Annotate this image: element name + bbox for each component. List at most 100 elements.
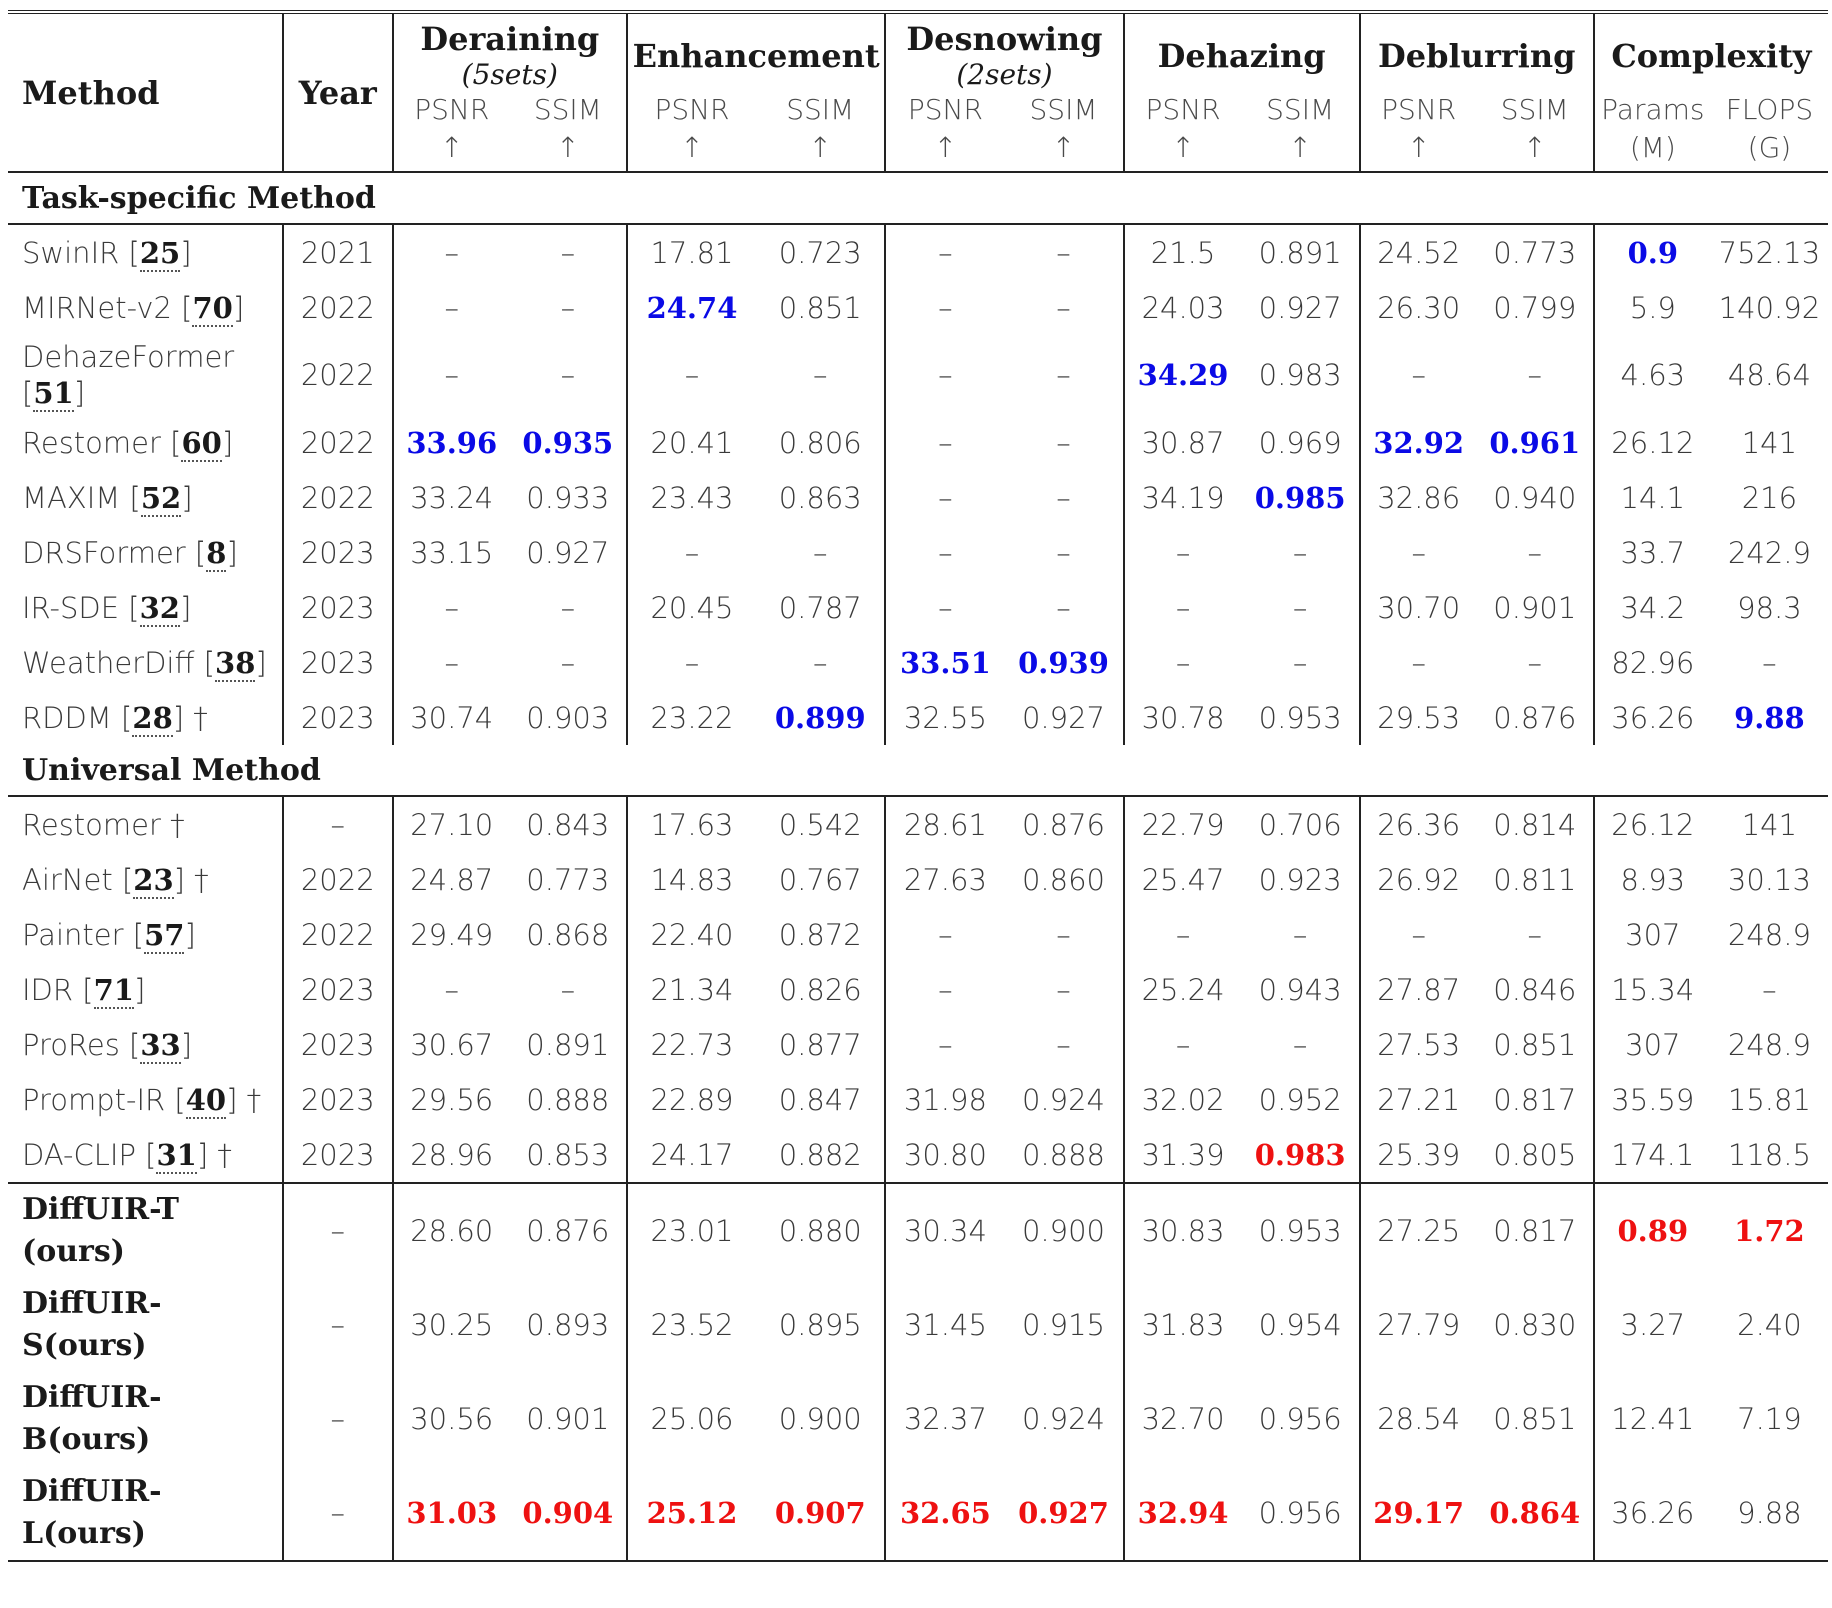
cell-value: 14.83 [650,862,734,897]
method-name: IR-SDE [32] [22,590,192,627]
year-cell: 2023 [281,962,393,1017]
method-name: Painter [57] [22,917,196,954]
section-title: Universal Method [8,745,1828,797]
citation-link[interactable]: 60 [181,425,222,462]
table-cell: 28.61 [884,796,1005,852]
cell-value: 21.34 [650,972,734,1007]
table-cell: 26.30 [1358,280,1477,335]
table-cell: 23.52 [625,1278,757,1372]
cell-value: – [938,425,953,460]
cell-value: 15.81 [1727,1082,1811,1117]
table-cell: 9.88 [1711,1466,1828,1561]
table-cell: 12.41 [1592,1372,1711,1466]
citation-link[interactable]: 28 [132,700,173,737]
year-cell: – [281,1278,393,1372]
citation-link[interactable]: 40 [185,1082,227,1119]
table-cell: 0.900 [756,1372,885,1466]
cell-value: 30.13 [1727,862,1811,897]
citation-link[interactable]: 52 [140,480,182,517]
cell-value: 0.811 [1493,862,1577,897]
cell-value: 31.03 [406,1496,498,1530]
cell-value: 30.25 [410,1308,494,1342]
table-cell: – [1358,635,1477,690]
cell-value: 25.47 [1141,862,1225,897]
cell-value: 0.826 [778,972,862,1007]
table-cell: 248.9 [1711,1017,1828,1072]
cell-value: 0.923 [1258,862,1342,897]
cell-value: – [560,972,576,1007]
table-cell: 30.80 [884,1127,1005,1183]
table-cell: – [1122,580,1242,635]
cell-value: 26.92 [1377,862,1461,897]
citation-link[interactable]: 71 [93,972,134,1009]
table-cell: 0.877 [756,1017,885,1072]
year-cell: 2023 [281,580,393,635]
header-metric: SSIM [1266,93,1335,126]
table-cell: 3.27 [1592,1278,1711,1372]
cell-value: – [1527,535,1543,570]
cell-value: – [1411,535,1426,570]
table-cell: 0.723 [756,224,885,280]
cell-value: 0.888 [1021,1137,1106,1172]
table-cell: 0.787 [756,580,885,635]
citation-link[interactable]: 32 [139,590,180,627]
table-cell: 0.956 [1242,1466,1360,1561]
cell-value: 0.773 [526,862,610,897]
cell-value: 34.29 [1137,358,1229,392]
table-cell: 26.92 [1358,852,1477,907]
table-cell: 30.67 [391,1017,510,1072]
table-cell: 0.953 [1242,690,1360,745]
cell-value: 2.40 [1737,1308,1802,1342]
table-cell: 752.13 [1711,224,1828,280]
cell-value: – [812,645,828,680]
cell-value: – [938,590,953,625]
citation-link[interactable]: 70 [192,290,233,327]
table-row: MIRNet-v2 [70] 2022 – – 24.74 0.851 – – 24.03 0.9… [8,280,1828,335]
cell-value: 0.9 [1627,235,1679,270]
table-cell: 0.767 [756,852,885,907]
table-cell: – [1004,415,1123,470]
cell-value: 0.940 [1493,480,1577,515]
table-cell: 9.88 [1711,690,1828,745]
citation-link[interactable]: 38 [215,645,256,682]
method-name: MIRNet-v2 [70] [22,290,245,327]
table-cell: 0.868 [510,907,627,962]
table-cell: – [625,335,757,415]
cell-value: 31.45 [903,1308,987,1342]
citation-link[interactable]: 8 [206,535,227,572]
citation-link[interactable]: 31 [156,1137,197,1174]
cell-value: 0.851 [1493,1027,1577,1062]
table-cell: 0.927 [1004,690,1123,745]
table-cell: 0.876 [509,1182,627,1278]
arrow-up-icon: ↑ [509,129,627,173]
table-cell: 32.37 [884,1372,1005,1466]
cell-value: 9.88 [1737,1496,1802,1530]
citation-link[interactable]: 23 [133,862,174,899]
table-cell: 307 [1592,1017,1711,1072]
cell-value: 32.65 [900,1496,991,1530]
cell-value: 33.15 [410,535,494,570]
cell-value: 0.799 [1493,290,1577,325]
table-cell: 0.935 [510,415,627,470]
cell-value: – [1411,917,1426,952]
cell-value: – [938,535,953,570]
table-cell: – [625,525,757,580]
citation-link[interactable]: 25 [139,235,181,272]
header-group: Enhancement [625,12,886,91]
table-row: DA-CLIP [31] † 2023 28.96 0.853 24.17 0.882 30… [8,1127,1828,1183]
citation-link[interactable]: 57 [144,917,185,954]
cell-value: – [444,590,460,625]
table-cell: 20.41 [625,415,757,470]
citation-link[interactable]: 51 [33,376,74,412]
table-cell: 32.70 [1122,1372,1242,1466]
table-cell: 30.78 [1122,690,1242,745]
cell-value: – [444,290,460,325]
method-label: RDDM [22,700,112,735]
cell-value: 24.74 [646,290,738,325]
table-row: WeatherDiff [38] 2023 – – – – 33.51 0.939 – – – – 82… [8,635,1828,690]
cell-value: – [938,290,953,325]
cell-value: 48.64 [1727,358,1811,392]
cell-value: 0.899 [774,700,866,735]
citation-link[interactable]: 33 [140,1027,181,1064]
year-cell: 2021 [281,224,393,280]
